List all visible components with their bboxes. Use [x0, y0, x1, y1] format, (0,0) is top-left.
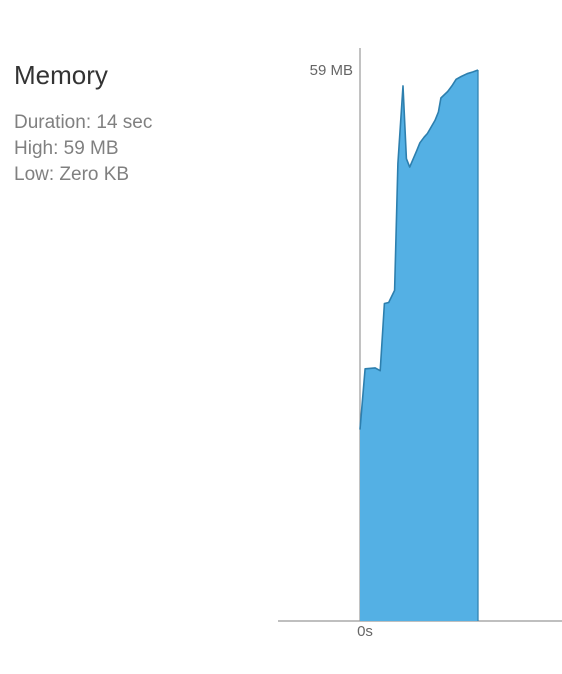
y-tick-label: 59 MB [310, 62, 353, 79]
low-stat: Low: Zero KB [14, 164, 130, 185]
high-stat: High: 59 MB [14, 138, 119, 159]
duration-stat: Duration: 14 sec [14, 112, 153, 133]
memory-series-line [359, 69, 479, 430]
x-tick-label: 0s [357, 623, 373, 640]
memory-stats: Duration: 14 sec High: 59 MB Low: Zero K… [14, 110, 152, 188]
memory-title: Memory [14, 60, 108, 90]
memory-area-fill [360, 70, 478, 621]
